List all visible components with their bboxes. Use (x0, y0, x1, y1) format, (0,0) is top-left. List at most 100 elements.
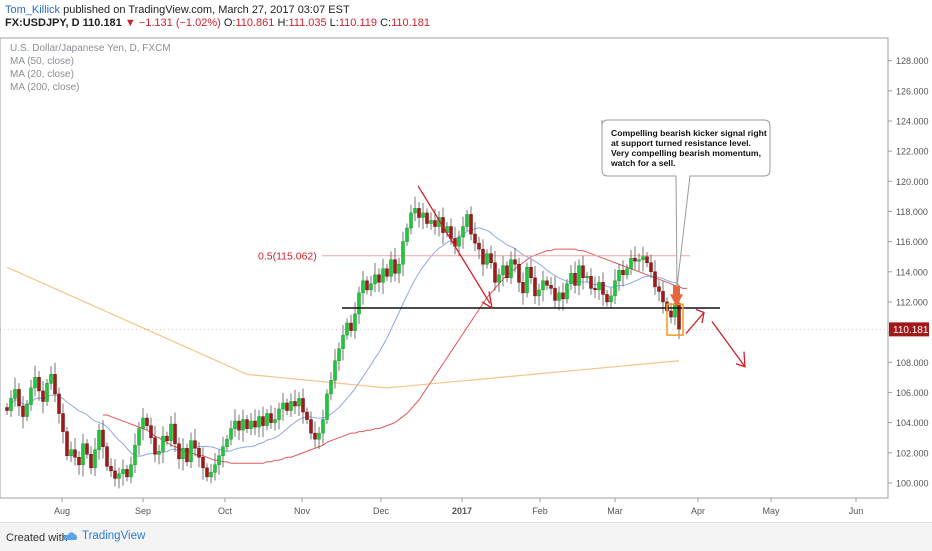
open-value: 110.861 (235, 17, 275, 29)
candle-body (233, 420, 237, 429)
y-tick-label: 118.000 (896, 207, 928, 217)
callout-box (601, 119, 771, 288)
candle-body (405, 227, 409, 242)
y-tick-label: 112.000 (896, 297, 928, 307)
candle-body (617, 270, 621, 282)
candle-body (509, 259, 513, 279)
candle-body (33, 377, 37, 389)
candle-body (41, 390, 45, 402)
tradingview-brand[interactable]: TradingView (62, 530, 145, 542)
plot-area[interactable] (0, 37, 889, 499)
target-arrow (711, 321, 746, 368)
price-chart[interactable]: 100.000102.000104.000106.000108.000110.0… (0, 30, 932, 522)
candle-body (125, 469, 129, 478)
fib-label: 0.5(115.062) (258, 250, 317, 262)
time-axis[interactable]: Aug Sep Oct Nov Dec 2017 Feb Mar Apr May Jun (54, 498, 863, 516)
candle-body (217, 455, 221, 466)
candle-body (197, 447, 201, 458)
support-line-layer (0, 307, 888, 330)
candle-body (477, 242, 481, 250)
candle-body (401, 241, 405, 265)
legend-ma20[interactable]: MA (20, close) (10, 69, 74, 80)
callout-line-3: Very compelling bearish momentum, (611, 148, 761, 158)
author-link[interactable]: Tom_Killick (5, 4, 61, 16)
candle-body (361, 280, 365, 294)
candle-body (601, 282, 605, 295)
candle-body (9, 398, 13, 411)
candle-body (565, 283, 569, 300)
candle-body (105, 446, 109, 467)
candle-body (461, 226, 465, 238)
y-tick-label: 120.000 (896, 177, 929, 187)
x-tick-label: Mar (607, 506, 623, 516)
y-tick-label: 128.000 (896, 56, 929, 66)
x-tick-label: Aug (54, 506, 70, 516)
candle-body (341, 334, 345, 349)
candle-body (153, 437, 157, 455)
candle-body (317, 432, 321, 440)
candle-body (421, 212, 425, 218)
candle-body (433, 220, 437, 227)
last-price-marker: 110.181 (889, 322, 929, 337)
candle-body (537, 289, 541, 297)
candle-body (365, 280, 369, 291)
candle-body (669, 310, 673, 318)
candle-body (625, 268, 629, 276)
chart-legend: U.S. Dollar/Japanese Yen, D, FXCM MA (50… (10, 43, 171, 93)
x-tick-label: Nov (294, 506, 311, 516)
candle-body (93, 449, 97, 469)
high-label: H: (277, 17, 289, 29)
candle-body (77, 457, 81, 466)
candle-body (429, 220, 433, 224)
ohlc-line: FX:USDJPY, D 110.181 ▼ −1.131 (−1.02%) O… (5, 17, 430, 29)
footer-bar: Created with TradingView (0, 522, 932, 551)
candle-body (57, 393, 61, 414)
candle-body (605, 294, 609, 303)
high-value: 111.035 (288, 17, 327, 29)
candle-body (277, 408, 281, 420)
candle-body (281, 402, 285, 410)
candle-body (521, 282, 525, 294)
legend-ma200[interactable]: MA (200, close) (10, 82, 79, 93)
x-tick-label: 2017 (452, 506, 472, 516)
x-tick-label: Jun (849, 506, 864, 516)
x-tick-label: Feb (532, 506, 548, 516)
candle-body (165, 435, 169, 441)
candle-body (169, 423, 173, 441)
candle-body (645, 256, 649, 263)
candle-body (641, 256, 645, 260)
fib-layer: 0.5(115.062) (258, 250, 690, 262)
candle-body (373, 274, 377, 285)
ma200-line (6, 266, 680, 389)
chart-header: Tom_Killick published on TradingView.com… (0, 0, 932, 30)
candle-body (285, 402, 289, 411)
candle-body (269, 413, 273, 423)
candle-body (357, 292, 361, 315)
candle-body (209, 472, 213, 478)
candle-body (17, 389, 21, 407)
candle-body (249, 420, 253, 429)
candle-body (61, 413, 65, 432)
candle-body (313, 432, 317, 440)
candle-body (245, 419, 249, 429)
tradingview-link[interactable]: TradingView (82, 530, 146, 542)
candle-body (117, 473, 121, 479)
price-axis[interactable]: 100.000102.000104.000106.000108.000110.0… (888, 56, 929, 488)
legend-ma50[interactable]: MA (50, close) (10, 56, 74, 67)
candle-body (397, 263, 401, 274)
candle-body (381, 268, 385, 283)
candle-body (557, 292, 561, 301)
candle-body (525, 266, 529, 294)
candle-body (349, 322, 353, 331)
y-tick-label: 122.000 (896, 147, 929, 157)
candle-body (113, 470, 117, 479)
candle-body (237, 420, 241, 431)
candle-body (553, 288, 557, 301)
candle-body (321, 419, 325, 434)
candle-body (417, 208, 421, 218)
candle-body (593, 288, 597, 291)
candle-body (497, 274, 501, 283)
annotation-callout[interactable]: Compelling bearish kicker signal right a… (601, 119, 771, 288)
candle-body (225, 438, 229, 447)
candle-body (589, 276, 593, 289)
